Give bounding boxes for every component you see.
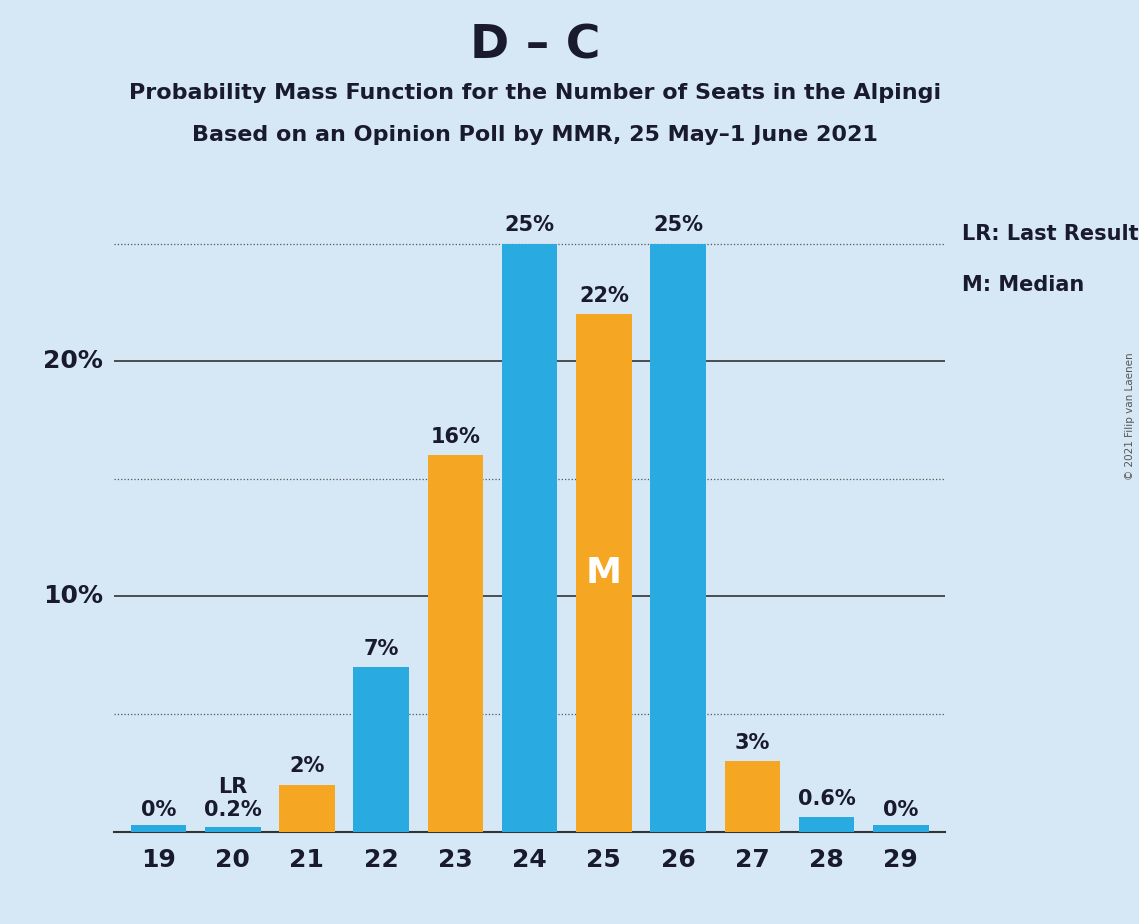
Text: 25%: 25% bbox=[653, 215, 703, 236]
Bar bbox=[724, 761, 780, 832]
Text: 2%: 2% bbox=[289, 757, 325, 776]
Text: D – C: D – C bbox=[470, 23, 600, 68]
Bar bbox=[427, 456, 483, 832]
Text: 0%: 0% bbox=[141, 800, 177, 820]
Text: 16%: 16% bbox=[431, 427, 481, 447]
Bar bbox=[502, 244, 557, 832]
Text: Based on an Opinion Poll by MMR, 25 May–1 June 2021: Based on an Opinion Poll by MMR, 25 May–… bbox=[192, 125, 878, 145]
Text: 20%: 20% bbox=[43, 349, 103, 373]
Text: LR: Last Result: LR: Last Result bbox=[962, 224, 1139, 244]
Bar bbox=[353, 667, 409, 832]
Bar bbox=[205, 827, 261, 832]
Bar bbox=[131, 824, 187, 832]
Bar bbox=[576, 314, 632, 832]
Text: 0.2%: 0.2% bbox=[204, 800, 262, 820]
Text: LR: LR bbox=[218, 777, 247, 797]
Bar bbox=[872, 824, 928, 832]
Text: 0%: 0% bbox=[883, 800, 918, 820]
Text: M: Median: M: Median bbox=[962, 275, 1084, 296]
Text: 25%: 25% bbox=[505, 215, 555, 236]
Bar bbox=[650, 244, 706, 832]
Text: 10%: 10% bbox=[43, 584, 103, 608]
Text: 22%: 22% bbox=[579, 286, 629, 306]
Text: 7%: 7% bbox=[363, 638, 399, 659]
Bar bbox=[798, 818, 854, 832]
Text: © 2021 Filip van Laenen: © 2021 Filip van Laenen bbox=[1125, 352, 1134, 480]
Text: M: M bbox=[585, 556, 622, 590]
Text: 0.6%: 0.6% bbox=[797, 789, 855, 809]
Text: Probability Mass Function for the Number of Seats in the Alpingi: Probability Mass Function for the Number… bbox=[129, 83, 942, 103]
Text: 3%: 3% bbox=[735, 733, 770, 753]
Bar bbox=[279, 784, 335, 832]
